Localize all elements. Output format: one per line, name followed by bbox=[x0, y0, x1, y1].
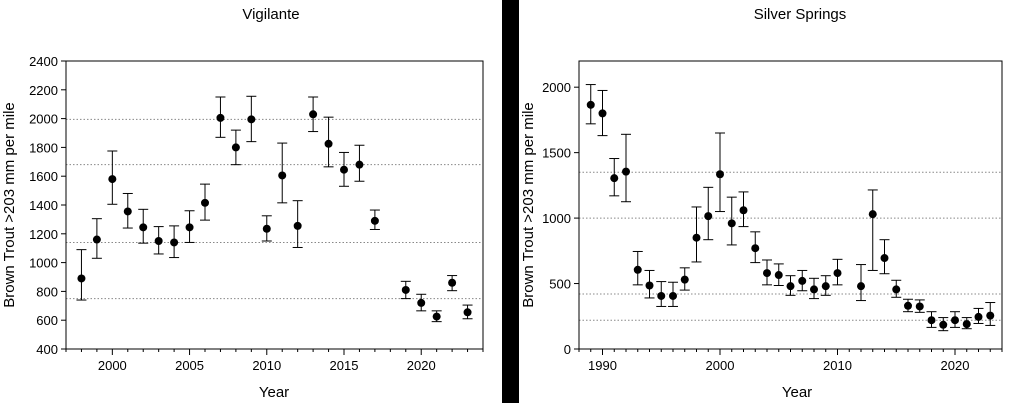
data-point bbox=[798, 276, 807, 285]
data-point bbox=[915, 302, 924, 311]
data-point bbox=[716, 170, 724, 179]
data-point bbox=[763, 269, 771, 278]
data-point bbox=[401, 285, 410, 294]
data-point bbox=[892, 285, 901, 294]
data-point bbox=[154, 237, 163, 245]
data-point bbox=[680, 275, 689, 284]
x-tick-label: 2005 bbox=[175, 358, 204, 373]
data-point bbox=[645, 281, 654, 290]
data-point bbox=[774, 271, 783, 280]
x-axis-label: Year bbox=[259, 384, 289, 401]
data-point bbox=[293, 221, 302, 230]
data-point bbox=[786, 282, 795, 291]
data-point bbox=[880, 254, 889, 263]
data-point bbox=[821, 282, 830, 291]
y-tick-label: 2400 bbox=[29, 54, 58, 69]
data-point bbox=[139, 223, 148, 232]
data-point bbox=[657, 291, 666, 300]
data-point bbox=[692, 233, 701, 242]
data-point bbox=[974, 312, 983, 321]
y-tick-label: 400 bbox=[36, 342, 58, 357]
y-axis-label: Brown Trout >203 mm per mile bbox=[520, 102, 537, 308]
data-point bbox=[598, 109, 607, 118]
data-point bbox=[262, 224, 271, 233]
data-point bbox=[610, 174, 619, 183]
vigilante-chart-panel: Vigilante Brown Trout >203 mm per mile Y… bbox=[0, 0, 502, 403]
data-point bbox=[123, 207, 132, 216]
data-point bbox=[77, 274, 86, 283]
data-point bbox=[417, 298, 426, 307]
data-point bbox=[986, 311, 995, 320]
y-tick-label: 1000 bbox=[29, 256, 58, 271]
y-tick-label: 2000 bbox=[542, 80, 571, 95]
chart-title: Silver Springs bbox=[754, 6, 847, 23]
data-point bbox=[810, 285, 818, 294]
data-point bbox=[448, 278, 457, 287]
data-point bbox=[622, 167, 630, 176]
data-point bbox=[962, 320, 971, 329]
data-point bbox=[951, 316, 959, 325]
data-point bbox=[355, 160, 364, 169]
y-tick-label: 0 bbox=[564, 342, 571, 357]
y-tick-label: 1800 bbox=[29, 140, 58, 155]
y-tick-label: 1000 bbox=[542, 211, 571, 226]
x-axis-label: Year bbox=[782, 384, 812, 401]
data-point bbox=[170, 238, 179, 247]
data-point bbox=[904, 301, 912, 310]
data-point bbox=[216, 113, 225, 122]
y-tick-label: 800 bbox=[36, 284, 58, 299]
data-point bbox=[633, 265, 642, 274]
y-tick-label: 600 bbox=[36, 313, 58, 328]
data-point bbox=[739, 206, 748, 215]
data-point bbox=[201, 198, 209, 207]
y-tick-label: 1200 bbox=[29, 227, 58, 242]
data-point bbox=[231, 143, 240, 152]
y-tick-label: 1500 bbox=[542, 146, 571, 161]
data-point bbox=[868, 210, 877, 219]
y-tick-label: 2200 bbox=[29, 83, 58, 98]
data-point bbox=[340, 165, 348, 174]
data-point bbox=[833, 269, 842, 278]
data-point bbox=[370, 216, 379, 225]
data-point bbox=[751, 244, 760, 253]
data-point bbox=[432, 312, 441, 321]
data-point bbox=[463, 308, 472, 317]
data-point bbox=[185, 223, 194, 232]
x-tick-label: 2015 bbox=[330, 358, 359, 373]
plot-frame bbox=[578, 60, 1003, 350]
data-point bbox=[727, 219, 736, 228]
data-point bbox=[927, 316, 936, 325]
data-point bbox=[324, 139, 333, 148]
data-point bbox=[669, 291, 677, 300]
data-point bbox=[704, 212, 713, 221]
data-point bbox=[247, 115, 256, 124]
silver-springs-chart-panel: Silver Springs Brown Trout >203 mm per m… bbox=[519, 0, 1024, 403]
y-tick-label: 2000 bbox=[29, 112, 58, 127]
y-axis-label: Brown Trout >203 mm per mile bbox=[1, 102, 18, 308]
data-point bbox=[309, 110, 318, 119]
y-tick-label: 500 bbox=[549, 277, 571, 292]
x-tick-label: 2000 bbox=[706, 358, 735, 373]
x-tick-label: 2010 bbox=[823, 358, 852, 373]
data-point bbox=[586, 100, 595, 109]
x-tick-label: 2020 bbox=[407, 358, 436, 373]
data-point bbox=[92, 235, 101, 244]
data-point bbox=[939, 320, 948, 329]
vigilante-chart: Vigilante Brown Trout >203 mm per mile Y… bbox=[1, 6, 484, 401]
data-point bbox=[857, 282, 865, 291]
y-tick-label: 1600 bbox=[29, 169, 58, 184]
x-tick-label: 1990 bbox=[588, 358, 617, 373]
x-tick-label: 2020 bbox=[941, 358, 970, 373]
chart-title: Vigilante bbox=[242, 6, 299, 23]
data-point bbox=[278, 171, 287, 180]
silver-springs-chart: Silver Springs Brown Trout >203 mm per m… bbox=[520, 6, 1003, 401]
data-point bbox=[108, 175, 117, 184]
x-tick-label: 2000 bbox=[98, 358, 127, 373]
y-tick-label: 1400 bbox=[29, 198, 58, 213]
x-tick-label: 2010 bbox=[252, 358, 281, 373]
